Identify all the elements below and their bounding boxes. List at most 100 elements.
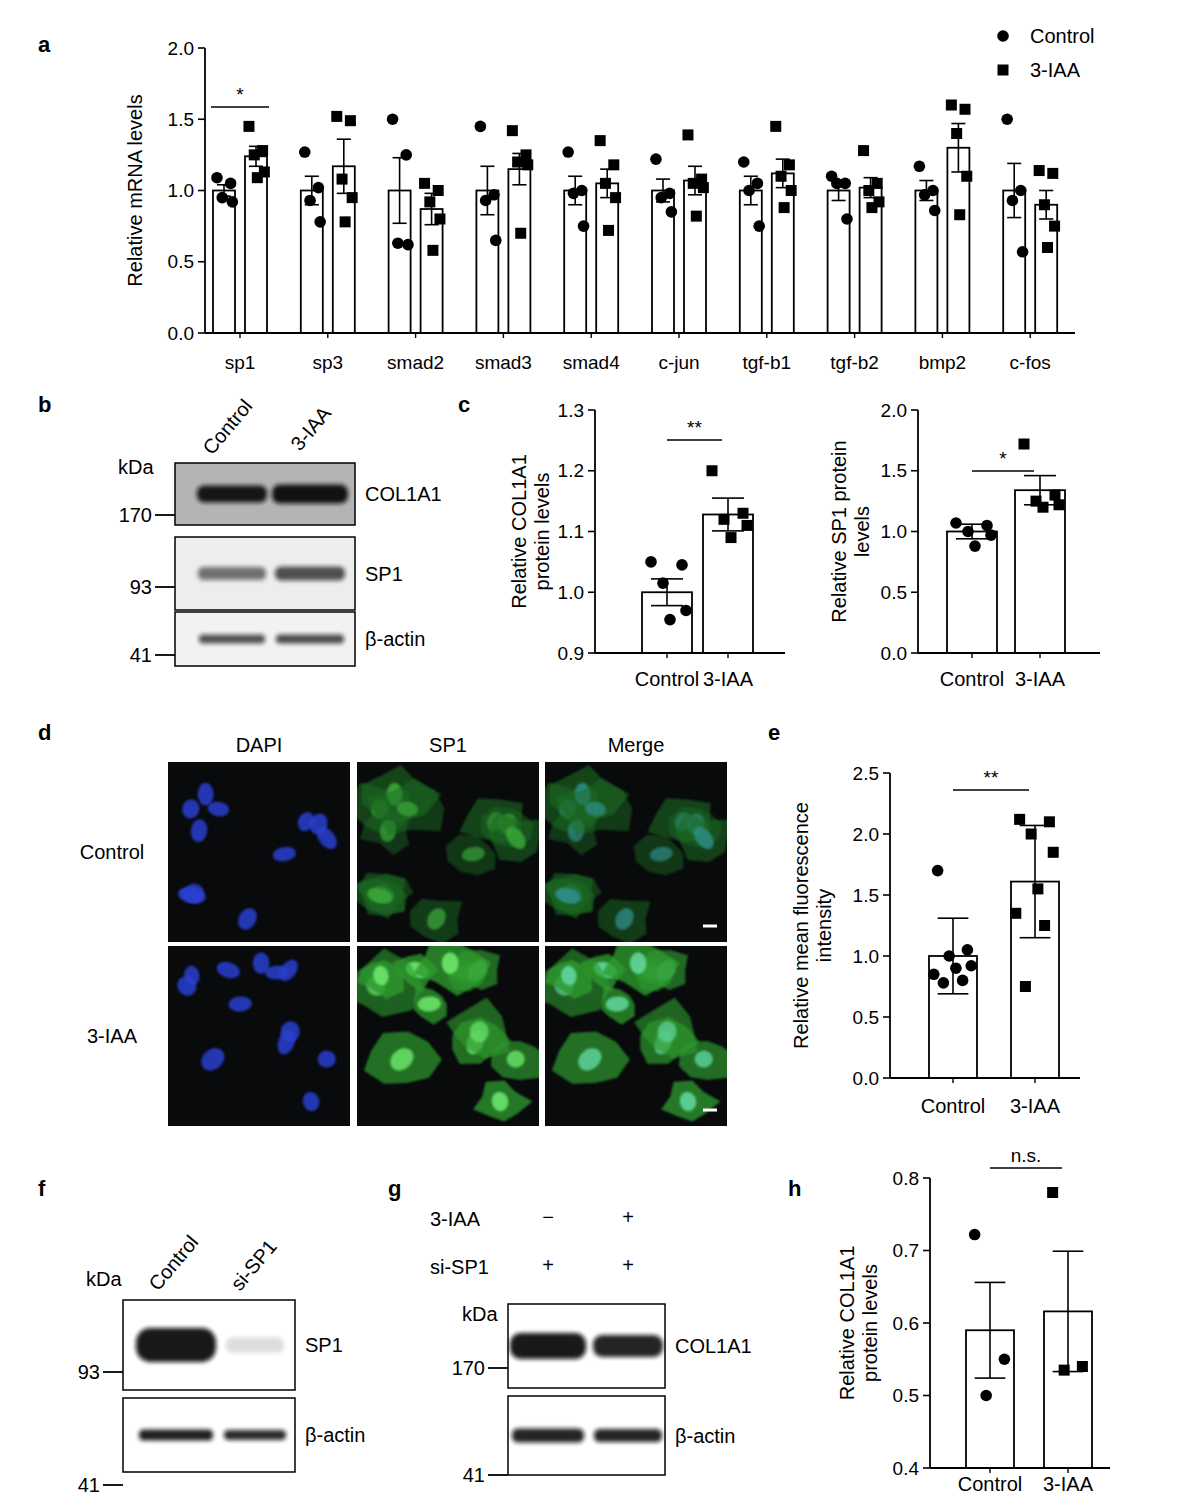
data-point: [779, 202, 790, 213]
cell-nucleus: [657, 1020, 678, 1043]
y-tick: [923, 1467, 930, 1469]
panel-letter: c: [458, 392, 470, 417]
error-cap: [688, 165, 702, 167]
data-point: [980, 1390, 992, 1402]
cell-nucleus: [694, 1050, 713, 1067]
data-point: [1032, 883, 1043, 894]
condition-sign: +: [622, 1254, 634, 1276]
error-cap: [393, 222, 407, 224]
data-point: [1054, 499, 1065, 510]
condition-label: 3-IAA: [430, 1208, 481, 1230]
protein-label: β-actin: [365, 628, 425, 650]
significance-label: *: [236, 84, 244, 105]
error-bar: [1053, 1251, 1084, 1371]
y-tick-label: 1.5: [853, 885, 879, 906]
error-bar: [938, 918, 969, 994]
data-point: [914, 160, 926, 172]
blot-band: [139, 1430, 213, 1441]
data-point: [252, 172, 263, 183]
panel-letter: b: [38, 392, 51, 417]
cell-nucleus: [417, 996, 441, 1013]
error-cap: [712, 497, 744, 499]
cell-nucleus: [183, 964, 201, 986]
y-tick-label: 0.5: [881, 582, 907, 603]
plot-area: [966, 1187, 1092, 1468]
bar: [564, 191, 586, 334]
x-axis: [930, 1467, 1110, 1469]
data-point: [726, 532, 737, 543]
cell-nucleus: [275, 956, 301, 984]
bar: [947, 532, 997, 654]
cell-nucleus: [396, 800, 420, 818]
data-point: [707, 465, 718, 476]
error-cap: [1007, 163, 1021, 165]
data-point: [929, 205, 941, 217]
cell-cytoplasm: [357, 879, 407, 914]
y-tick-label: 0.5: [168, 251, 194, 272]
y-axis-label: Relative mean fluorescenceintensity: [790, 802, 835, 1049]
unit-label: kDa: [118, 456, 154, 478]
marker-tick: [155, 654, 175, 656]
lane-label: Control: [198, 395, 256, 459]
data-point: [1001, 113, 1013, 125]
y-tick: [198, 47, 205, 49]
y-tick-label: 0.0: [881, 643, 907, 664]
cell-cytoplasm: [473, 1081, 532, 1122]
protein-label: SP1: [365, 563, 403, 585]
y-tick: [923, 1322, 930, 1324]
data-point: [961, 171, 972, 182]
data-point: [969, 540, 981, 552]
lane-label: Control: [144, 1231, 202, 1295]
error-cap: [1053, 1250, 1084, 1252]
blot-band: [198, 567, 266, 580]
scale-bar: [703, 1109, 717, 1112]
error-cap: [568, 204, 582, 206]
micrograph-bg: [168, 762, 350, 942]
y-tick: [911, 470, 918, 472]
condition-label: 3-IAA: [87, 1025, 138, 1047]
data-point: [962, 944, 974, 956]
y-tick-label: 1.0: [853, 946, 879, 967]
y-tick: [883, 894, 890, 896]
blot-strip: [175, 537, 355, 610]
data-point: [340, 216, 351, 227]
error-cap: [919, 180, 933, 182]
data-point: [314, 216, 326, 228]
cell-cytoplasm: [413, 986, 447, 1025]
protein-label: COL1A1: [365, 483, 442, 505]
x-tick-label: sp3: [312, 352, 343, 373]
error-cap: [651, 605, 683, 607]
data-point: [424, 196, 435, 207]
data-point: [965, 960, 977, 972]
data-point: [1019, 439, 1030, 450]
data-point: [645, 556, 657, 568]
data-point: [434, 214, 445, 225]
data-point: [666, 206, 678, 218]
data-point: [742, 520, 753, 531]
y-tick: [198, 118, 205, 120]
condition-sign: +: [622, 1206, 634, 1228]
y-tick: [923, 1395, 930, 1397]
data-point: [1007, 195, 1019, 207]
cell-cytoplasm: [675, 813, 727, 862]
blot-band: [197, 486, 267, 503]
error-cap: [1024, 475, 1056, 477]
cell-cytoplasm: [357, 960, 404, 999]
marker-tick: [488, 1474, 508, 1476]
y-tick: [923, 1177, 930, 1179]
bar: [213, 191, 235, 334]
data-point: [1010, 908, 1021, 919]
error-cap: [744, 175, 758, 177]
data-point: [603, 225, 614, 236]
blot-band: [593, 1335, 663, 1357]
cell-nucleus: [197, 783, 213, 806]
data-point: [490, 235, 502, 247]
error-cap: [1039, 218, 1053, 220]
cell-nucleus: [234, 905, 260, 933]
western-blot: kDa3-IAA−+si-SP1++COL1A1170β-actin41: [430, 1206, 752, 1486]
data-point: [227, 196, 239, 208]
blot-strip: [508, 1396, 665, 1475]
y-tick-label: 1.0: [168, 180, 194, 201]
condition-sign: −: [542, 1206, 554, 1228]
protein-label: β-actin: [675, 1425, 735, 1447]
